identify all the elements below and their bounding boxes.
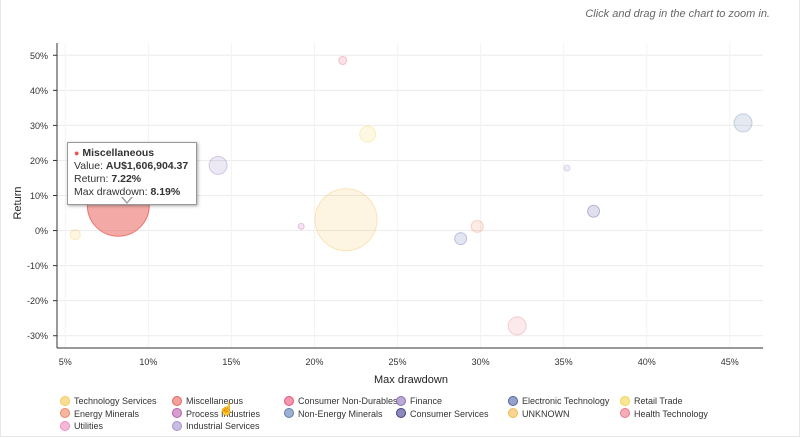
pointer-cursor-icon: ☝ [219,402,234,416]
y-tick-label: 0% [35,226,48,236]
y-tick-label: 20% [30,156,48,166]
tooltip-arrow-fill [122,196,132,202]
tooltip-value: AU$1,606,904.37 [105,160,189,172]
legend-marker [396,408,406,419]
legend-label: Miscellaneous [186,396,244,407]
legend-item-finance[interactable]: Finance [396,395,442,408]
legend-label: Consumer Services [410,408,489,419]
bubble-consumer-non-durables[interactable] [338,56,348,66]
x-tick-label: 15% [222,357,240,367]
legend-item-health-technology[interactable]: Health Technology [620,408,708,421]
legend-item-miscellaneous[interactable]: Miscellaneous [172,395,243,408]
bubble-process-industries[interactable] [297,222,305,230]
bubble-energy-minerals[interactable] [470,219,484,233]
legend-label: UNKNOWN [522,408,570,419]
legend-item-consumer-non-durables[interactable]: Consumer Non-Durables [284,395,398,408]
y-tick-label: -30% [27,331,48,341]
legend-item-industrial-services[interactable]: Industrial Services [172,420,260,433]
legend-label: Utilities [74,421,104,432]
tick-labels: 50% 40% 30% 20% 10% 0% -10% -20% -30% 5% 10% 15% 20%… [27,51,739,367]
bubble-finance[interactable] [208,155,228,175]
legend-label: Energy Minerals [74,408,140,419]
tooltip-return-label: Return: [74,173,109,185]
legend-marker [620,408,630,419]
x-tick-label: 20% [305,357,323,367]
legend-label: Technology Services [74,396,157,407]
x-tick-label: 5% [59,357,72,367]
x-tick-label: 30% [472,357,490,367]
legend-label: Industrial Services [186,421,260,432]
x-tick-label: 45% [721,357,739,367]
legend-item-unknown[interactable]: UNKNOWN [508,408,570,421]
legend-marker [508,395,518,406]
legend-marker [60,395,70,406]
tooltip-series-marker: ● [74,148,80,158]
x-tick-label: 10% [139,357,157,367]
bubble-retail-trade[interactable] [359,125,377,143]
bubble-electronic-technology[interactable] [454,232,468,246]
bubble-technology-services[interactable] [69,229,81,241]
x-axis-title: Max drawdown [374,374,448,386]
legend-marker [60,420,70,431]
y-tick-label: -20% [27,296,48,306]
x-tick-label: 25% [389,357,407,367]
legend-marker [60,408,70,419]
legend-label: Health Technology [634,408,708,419]
bubble-consumer-services[interactable] [587,204,601,218]
legend-item-utilities[interactable]: Utilities [60,420,103,433]
y-tick-label: 50% [30,51,48,61]
gridlines [57,43,763,348]
legend-marker [172,420,182,431]
legend-item-consumer-services[interactable]: Consumer Services [396,408,489,421]
y-tick-label: 40% [30,86,48,96]
y-axis-title: Return [12,186,24,219]
tooltip-series-name: Miscellaneous [82,147,155,159]
legend-label: Retail Trade [634,396,683,407]
legend-marker [172,408,182,419]
legend-marker [172,395,182,406]
tooltip-return: 7.22% [111,173,142,185]
legend-label: Process Industries [186,408,261,419]
legend-label: Electronic Technology [522,396,610,407]
legend-item-retail-trade[interactable]: Retail Trade [620,395,683,408]
legend-marker [284,408,294,419]
legend-item-energy-minerals[interactable]: Energy Minerals [60,408,139,421]
zoom-hint: Click and drag in the chart to zoom in. [585,8,770,20]
tooltip-drawdown: 8.19% [150,186,181,198]
y-tick-label: 30% [30,121,48,131]
x-tick-label: 35% [555,357,573,367]
legend-label: Non-Energy Minerals [298,408,383,419]
y-tick-label: 10% [30,191,48,201]
legend-marker [620,395,630,406]
bubble-non-energy-minerals[interactable] [733,113,753,133]
legend-item-process-industries[interactable]: Process Industries [172,408,260,421]
bubble-health-technology[interactable] [507,316,527,336]
legend-label: Consumer Non-Durables [298,396,398,407]
tooltip-drawdown-label: Max drawdown: [74,186,148,198]
tooltip-value-label: Value: [74,160,103,172]
legend-item-non-energy-minerals[interactable]: Non-Energy Minerals [284,408,383,421]
x-tick-label: 40% [638,357,656,367]
legend-marker [284,395,294,406]
legend-item-electronic-technology[interactable]: Electronic Technology [508,395,609,408]
bubble-unknown[interactable] [314,188,378,252]
bubble-industrial-services[interactable] [563,164,571,172]
legend-item-technology-services[interactable]: Technology Services [60,395,157,408]
legend-marker [396,395,406,406]
legend-marker [508,408,518,419]
legend-label: Finance [410,396,443,407]
y-tick-label: -10% [27,261,48,271]
tooltip: ● Miscellaneous Value: AU$1,606,904.37 R… [67,142,197,205]
